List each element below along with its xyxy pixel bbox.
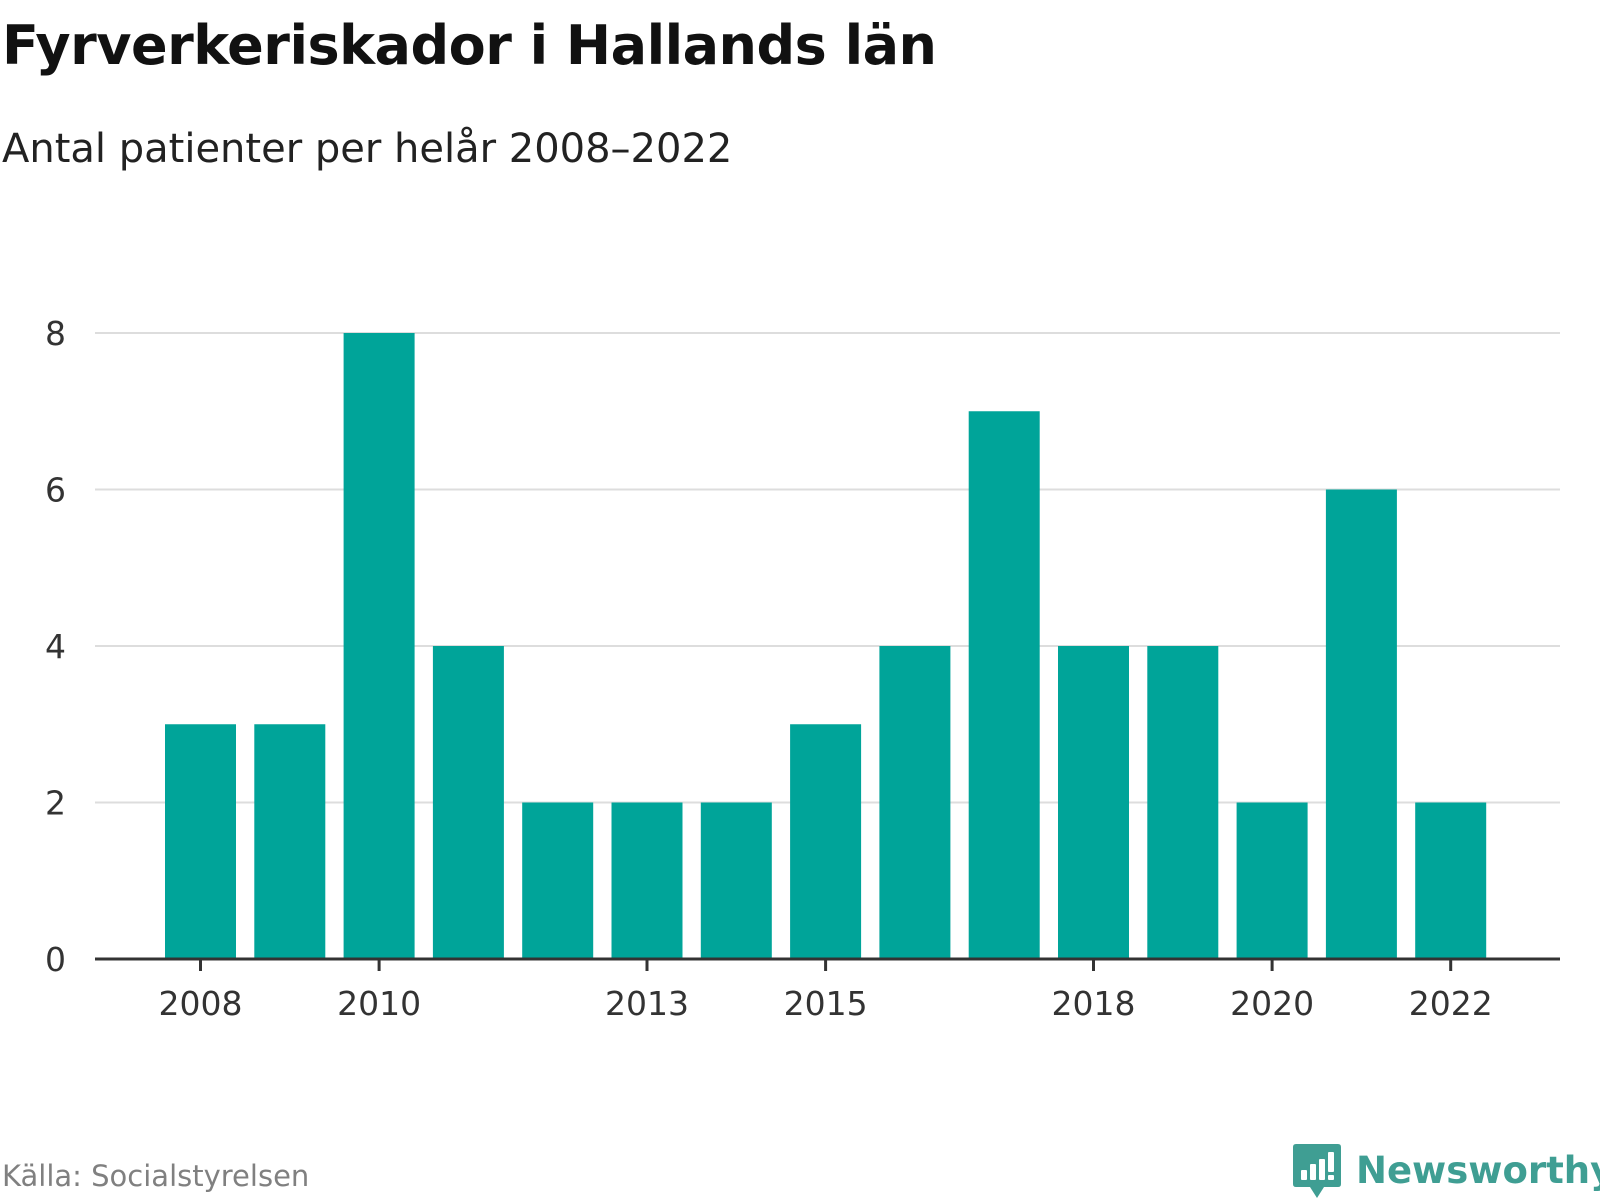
bar-2018 [1058, 646, 1129, 959]
x-axis [95, 957, 1560, 971]
y-tick-label-8: 8 [45, 314, 66, 353]
x-tick-label-2008: 2008 [159, 984, 243, 1023]
x-tick-label-2020: 2020 [1230, 984, 1314, 1023]
y-axis-labels: 0 2 4 6 8 [45, 314, 66, 979]
y-tick-label-4: 4 [45, 627, 66, 666]
x-tick-label-2013: 2013 [605, 984, 689, 1023]
bar-2011 [432, 646, 504, 959]
bar-2010 [343, 333, 415, 959]
x-tick-label-2018: 2018 [1052, 984, 1136, 1023]
chart-title: Fyrverkeriskador i Hallands län [2, 14, 937, 77]
bar-2020 [1236, 802, 1308, 959]
x-axis-labels: 2008 2010 2013 2015 2018 2020 2022 [159, 984, 1493, 1023]
x-tick-label-2015: 2015 [784, 984, 868, 1023]
y-tick-label-2: 2 [45, 784, 66, 823]
bar-2017 [968, 411, 1040, 959]
chart-subtitle: Antal patienter per helår 2008–2022 [2, 126, 733, 172]
bar-2012 [522, 802, 594, 959]
bar-2014 [700, 802, 772, 959]
bars [165, 333, 1487, 959]
newsworthy-logo: Newsworthy [1292, 1142, 1600, 1200]
bar-2019 [1147, 646, 1219, 959]
source-note: Källa: Socialstyrelsen [2, 1159, 310, 1193]
bar-2016 [879, 646, 951, 959]
x-tick-label-2010: 2010 [337, 984, 421, 1023]
bar-2022 [1415, 802, 1487, 959]
newsworthy-logo-icon [1293, 1144, 1341, 1198]
logo-text: Newsworthy [1356, 1149, 1600, 1192]
y-tick-label-0: 0 [45, 940, 66, 979]
y-tick-label-6: 6 [45, 471, 66, 510]
bar-chart: 0 2 4 6 8 2008 2010 2013 2015 2018 2020 2022 [45, 314, 1560, 1023]
x-tick-label-2022: 2022 [1409, 984, 1493, 1023]
bar-2021 [1325, 489, 1397, 959]
bar-2008 [165, 724, 236, 959]
bar-2013 [611, 802, 683, 959]
bar-2015 [790, 724, 862, 959]
bar-2009 [254, 724, 326, 959]
